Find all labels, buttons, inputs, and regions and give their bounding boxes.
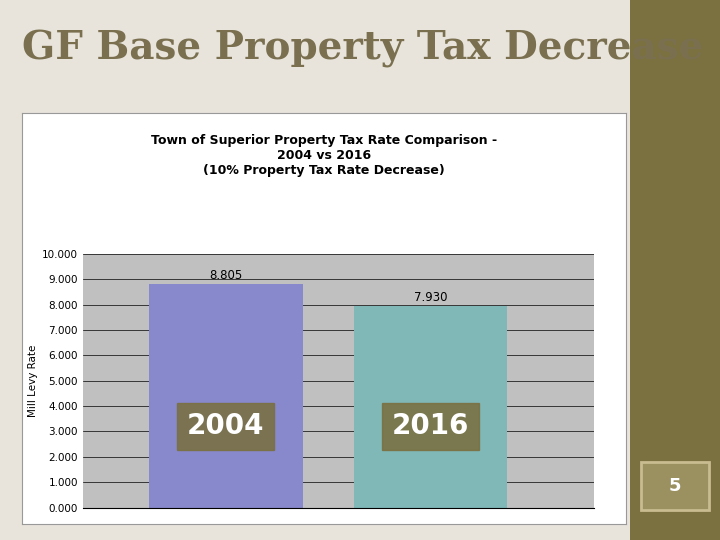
- Text: 8.805: 8.805: [210, 269, 243, 282]
- FancyBboxPatch shape: [641, 462, 709, 510]
- Text: 7.930: 7.930: [414, 291, 447, 305]
- Text: Town of Superior Property Tax Rate Comparison -
2004 vs 2016
(10% Property Tax R: Town of Superior Property Tax Rate Compa…: [151, 134, 497, 177]
- Y-axis label: Mill Levy Rate: Mill Levy Rate: [28, 345, 37, 417]
- Bar: [149, 284, 302, 508]
- Text: 5: 5: [669, 477, 681, 495]
- Text: 2016: 2016: [392, 413, 469, 441]
- Text: 2004: 2004: [187, 413, 265, 441]
- Bar: [354, 306, 507, 508]
- Text: GF Base Property Tax Decrease: GF Base Property Tax Decrease: [22, 30, 703, 68]
